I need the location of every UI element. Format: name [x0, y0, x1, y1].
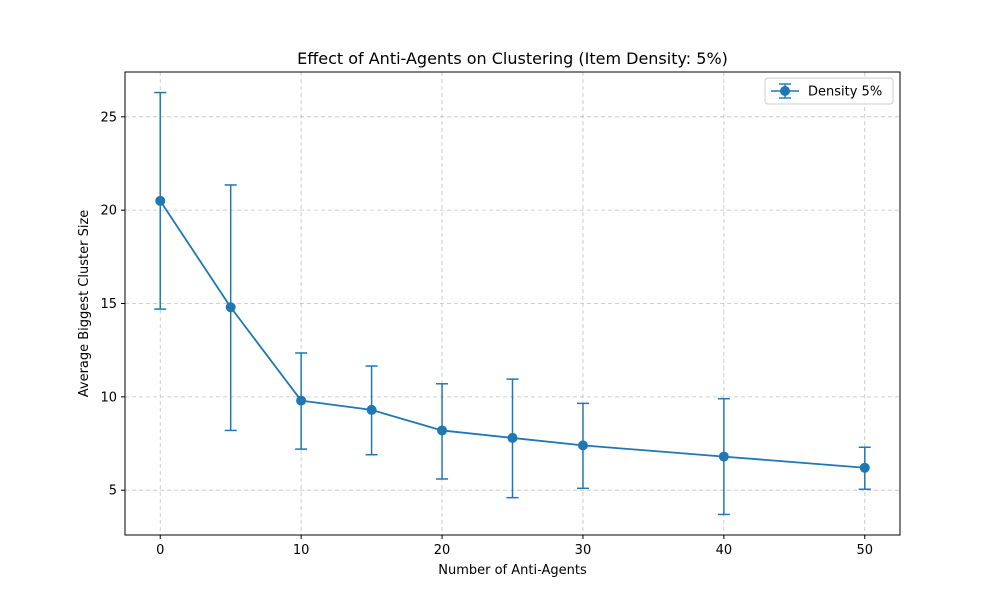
- y-tick-label: 5: [109, 484, 117, 499]
- series-layer: [154, 91, 871, 516]
- x-tick-label: 10: [293, 543, 310, 558]
- grid: [125, 72, 900, 535]
- y-tick-label: 10: [100, 390, 117, 405]
- x-tick-label: 50: [856, 543, 873, 558]
- chart-title: Effect of Anti-Agents on Clustering (Ite…: [297, 49, 728, 68]
- x-tick-label: 20: [434, 543, 451, 558]
- data-point: [577, 440, 588, 451]
- y-tick-label: 25: [100, 110, 117, 125]
- data-point: [859, 462, 870, 473]
- y-tick-label: 20: [100, 204, 117, 219]
- y-tick-label: 15: [100, 297, 117, 312]
- data-point: [225, 302, 236, 313]
- x-tick-label: 0: [156, 543, 164, 558]
- legend-label: Density 5%: [808, 85, 882, 100]
- data-point: [507, 432, 518, 443]
- legend: Density 5%: [764, 77, 894, 105]
- x-axis-label: Number of Anti-Agents: [438, 563, 587, 578]
- data-point: [366, 404, 377, 415]
- legend-marker-swatch: [780, 86, 790, 96]
- legend-box: [764, 77, 894, 105]
- data-point: [296, 395, 307, 406]
- data-point: [718, 451, 729, 462]
- y-axis-label: Average Biggest Cluster Size: [77, 210, 92, 398]
- axis-ticks: 0 10 20 30 40 50 5 10 15 20 25: [100, 110, 873, 558]
- x-tick-label: 30: [575, 543, 592, 558]
- data-point: [155, 195, 166, 206]
- x-tick-label: 40: [716, 543, 733, 558]
- data-point: [437, 425, 448, 436]
